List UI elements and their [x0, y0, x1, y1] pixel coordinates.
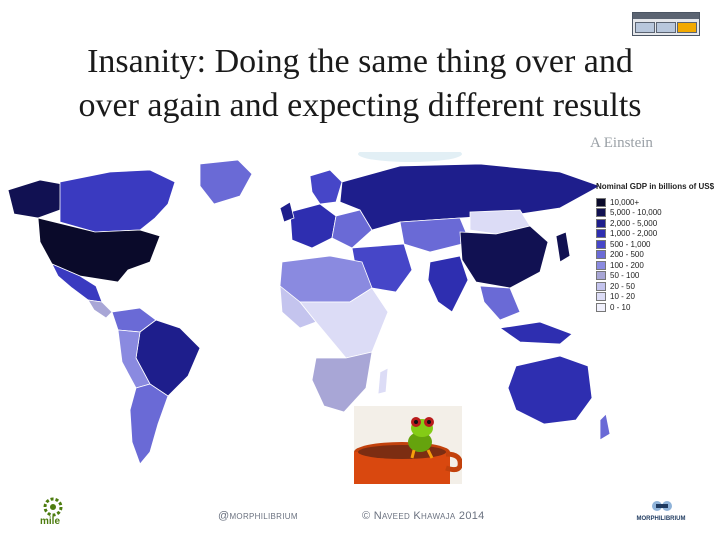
legend-label: 50 - 100 [610, 271, 640, 281]
map-greenland [199, 159, 253, 205]
mile-logo-text: mile [40, 516, 61, 527]
legend-item: 10,000+ [596, 197, 716, 208]
legend-item: 0 - 10 [596, 302, 716, 313]
map-india [427, 255, 469, 313]
map-canada [59, 169, 176, 233]
legend-item: 1,000 - 2,000 [596, 229, 716, 240]
legend-swatch [596, 239, 606, 249]
map-new-zealand [599, 413, 611, 441]
map-australia [507, 355, 593, 425]
map-legend: Nominal GDP in billions of US$ 10,000+ 5,… [596, 182, 716, 313]
legend-item: 20 - 50 [596, 281, 716, 292]
legend-swatch [596, 281, 606, 291]
map-argentina-chile [129, 383, 169, 465]
map-central-america [87, 299, 113, 319]
map-alaska [7, 179, 63, 219]
footer-handle: @morphilibrium [218, 510, 298, 522]
legend-swatch [596, 208, 606, 218]
legend-item: 100 - 200 [596, 260, 716, 271]
mile-logo: mile [38, 496, 68, 530]
legend-swatch [596, 229, 606, 239]
legend-title: Nominal GDP in billions of US$ [596, 182, 715, 191]
legend-swatch [596, 302, 606, 312]
legend-item: 5,000 - 10,000 [596, 208, 716, 219]
morphilibrium-logo-text: MORPHILIBRIUM [636, 516, 686, 522]
legend-label: 100 - 200 [610, 260, 644, 270]
quote-author: A Einstein [590, 135, 653, 151]
map-europe-west [289, 203, 337, 249]
map-indonesia [498, 321, 573, 345]
map-west-africa [279, 285, 317, 329]
legend-item: 200 - 500 [596, 250, 716, 261]
frog-in-pot-image [354, 406, 462, 484]
legend-item: 10 - 20 [596, 292, 716, 303]
map-central-africa [299, 287, 389, 359]
map-japan [555, 231, 571, 263]
legend-items: 10,000+ 5,000 - 10,000 2,000 - 5,000 1,000 … [596, 197, 716, 313]
world-gdp-map [7, 152, 611, 465]
morphilibrium-logo: MORPHILIBRIUM [632, 498, 690, 530]
map-china [459, 225, 549, 289]
map-eastern-europe [331, 209, 373, 249]
map-kazakhstan [399, 217, 471, 253]
footer-copyright: © Naveed Khawaja 2014 [362, 510, 485, 522]
legend-label: 20 - 50 [610, 281, 635, 291]
title-line-2: over again and expecting different resul… [78, 87, 642, 124]
legend-swatch [596, 218, 606, 228]
legend-swatch [596, 260, 606, 270]
title-line-1: Insanity: Doing the same thing over and [87, 43, 633, 80]
legend-label: 10,000+ [610, 197, 640, 207]
map-usa [37, 217, 161, 283]
legend-swatch [596, 271, 606, 281]
legend-label: 2,000 - 5,000 [610, 218, 658, 228]
legend-swatch [596, 292, 606, 302]
legend-label: 5,000 - 10,000 [610, 208, 662, 218]
legend-label: 500 - 1,000 [610, 239, 651, 249]
map-scandinavia [309, 169, 343, 205]
map-southern-africa [311, 351, 373, 413]
map-madagascar [377, 367, 389, 395]
map-north-africa [279, 255, 373, 303]
legend-label: 1,000 - 2,000 [610, 229, 658, 239]
legend-label: 10 - 20 [610, 292, 635, 302]
legend-label: 0 - 10 [610, 302, 631, 312]
legend-item: 500 - 1,000 [596, 239, 716, 250]
map-uk [279, 201, 295, 223]
legend-swatch [596, 250, 606, 260]
legend-item: 50 - 100 [596, 271, 716, 282]
map-southeast-asia [479, 285, 521, 321]
legend-item: 2,000 - 5,000 [596, 218, 716, 229]
slide-title: Insanity: Doing the same thing over and … [0, 40, 720, 128]
corner-logo [632, 12, 700, 36]
legend-label: 200 - 500 [610, 250, 644, 260]
legend-swatch [596, 197, 606, 207]
